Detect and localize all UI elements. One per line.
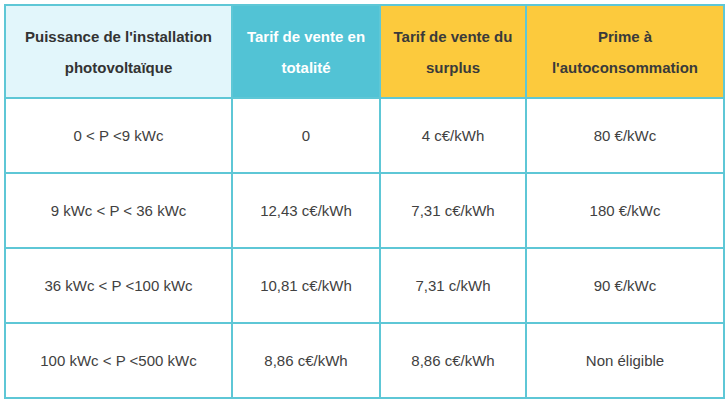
cell-tarif-totalite: 8,86 c€/kWh	[232, 323, 380, 398]
header-label-line: Tarif de vente en	[241, 21, 371, 52]
cell-tarif-surplus: 7,31 c/kWh	[380, 248, 526, 323]
header-label-line: photovoltaïque	[14, 52, 223, 83]
cell-tarif-surplus: 8,86 c€/kWh	[380, 323, 526, 398]
table-row: 9 kWc < P < 36 kWc 12,43 c€/kWh 7,31 c€/…	[5, 173, 724, 248]
cell-prime: 90 €/kWc	[526, 248, 724, 323]
tariff-table-page: Puissance de l'installation photovoltaïq…	[0, 0, 728, 403]
header-label-line: Prime à	[535, 21, 715, 52]
table-row: 36 kWc < P <100 kWc 10,81 c€/kWh 7,31 c/…	[5, 248, 724, 323]
cell-tarif-surplus: 7,31 c€/kWh	[380, 173, 526, 248]
header-cell-tarif-totalite: Tarif de vente en totalité	[232, 5, 380, 98]
header-cell-tarif-surplus: Tarif de vente du surplus	[380, 5, 526, 98]
cell-puissance: 0 < P <9 kWc	[5, 98, 232, 173]
cell-prime: Non éligible	[526, 323, 724, 398]
header-label-line: l'autoconsommation	[535, 52, 715, 83]
table-row: 0 < P <9 kWc 0 4 c€/kWh 80 €/kWc	[5, 98, 724, 173]
cell-tarif-totalite: 0	[232, 98, 380, 173]
cell-puissance: 100 kWc < P <500 kWc	[5, 323, 232, 398]
header-cell-prime-autoconsommation: Prime à l'autoconsommation	[526, 5, 724, 98]
cell-prime: 80 €/kWc	[526, 98, 724, 173]
cell-prime: 180 €/kWc	[526, 173, 724, 248]
photovoltaic-tariff-table: Puissance de l'installation photovoltaïq…	[4, 4, 725, 399]
table-row: 100 kWc < P <500 kWc 8,86 c€/kWh 8,86 c€…	[5, 323, 724, 398]
header-label-line: totalité	[241, 52, 371, 83]
cell-tarif-totalite: 10,81 c€/kWh	[232, 248, 380, 323]
header-label-line: Tarif de vente du	[389, 21, 517, 52]
header-cell-puissance: Puissance de l'installation photovoltaïq…	[5, 5, 232, 98]
header-label-line: Puissance de l'installation	[14, 21, 223, 52]
cell-tarif-surplus: 4 c€/kWh	[380, 98, 526, 173]
cell-puissance: 36 kWc < P <100 kWc	[5, 248, 232, 323]
header-row: Puissance de l'installation photovoltaïq…	[5, 5, 724, 98]
cell-tarif-totalite: 12,43 c€/kWh	[232, 173, 380, 248]
cell-puissance: 9 kWc < P < 36 kWc	[5, 173, 232, 248]
header-label-line: surplus	[389, 52, 517, 83]
